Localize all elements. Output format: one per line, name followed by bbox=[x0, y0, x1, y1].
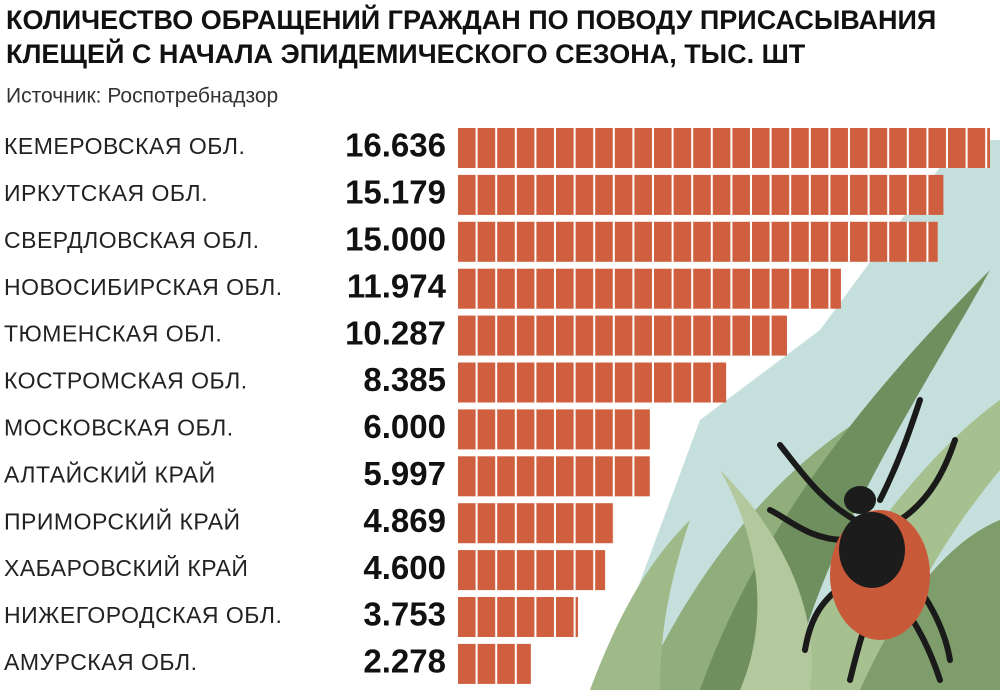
value-label: 15.179 bbox=[345, 174, 446, 211]
category-label: АЛТАЙСКИЙ КРАЙ bbox=[4, 460, 216, 487]
bar bbox=[458, 174, 944, 215]
bar bbox=[458, 315, 787, 356]
category-label: ИРКУТСКАЯ ОБЛ. bbox=[4, 180, 208, 206]
category-label: СВЕРДЛОВСКАЯ ОБЛ. bbox=[4, 227, 260, 253]
category-label: КЕМЕРОВСКАЯ ОБЛ. bbox=[4, 133, 245, 159]
value-label: 15.000 bbox=[345, 221, 446, 258]
value-label: 11.974 bbox=[347, 267, 447, 304]
source: Источник: Роспотребнадзор bbox=[6, 85, 278, 108]
value-label: 4.600 bbox=[363, 549, 446, 586]
chart-title: КЛЕЩЕЙ С НАЧАЛА ЭПИДЕМИЧЕСКОГО СЕЗОНА, Т… bbox=[6, 38, 806, 69]
category-label: ПРИМОРСКИЙ КРАЙ bbox=[4, 507, 241, 534]
chart-title: КОЛИЧЕСТВО ОБРАЩЕНИЙ ГРАЖДАН ПО ПОВОДУ П… bbox=[6, 4, 936, 35]
value-label: 4.869 bbox=[363, 502, 446, 539]
bar bbox=[458, 221, 938, 262]
category-label: НИЖЕГОРОДСКАЯ ОБЛ. bbox=[4, 602, 282, 628]
bar bbox=[458, 268, 841, 309]
tick-illustration bbox=[767, 397, 958, 683]
bar bbox=[458, 643, 531, 684]
category-label: НОВОСИБИРСКАЯ ОБЛ. bbox=[4, 274, 283, 300]
category-label: МОСКОВСКАЯ ОБЛ. bbox=[4, 414, 234, 440]
bar bbox=[458, 128, 990, 168]
bar bbox=[458, 409, 650, 450]
value-label: 5.997 bbox=[363, 455, 446, 492]
value-label: 8.385 bbox=[363, 361, 446, 398]
value-label: 6.000 bbox=[363, 408, 446, 445]
category-label: ХАБАРОВСКИЙ КРАЙ bbox=[4, 554, 248, 581]
value-label: 16.636 bbox=[345, 127, 446, 164]
category-label: АМУРСКАЯ ОБЛ. bbox=[4, 649, 198, 675]
bar bbox=[458, 550, 606, 591]
bar bbox=[458, 597, 579, 637]
bar bbox=[458, 503, 614, 544]
category-label: КОСТРОМСКАЯ ОБЛ. bbox=[4, 368, 248, 394]
bar bbox=[458, 456, 650, 497]
bar bbox=[458, 362, 727, 403]
value-label: 10.287 bbox=[345, 314, 446, 351]
category-label: ТЮМЕНСКАЯ ОБЛ. bbox=[4, 321, 222, 347]
value-label: 2.278 bbox=[363, 643, 446, 680]
value-label: 3.753 bbox=[363, 596, 446, 633]
